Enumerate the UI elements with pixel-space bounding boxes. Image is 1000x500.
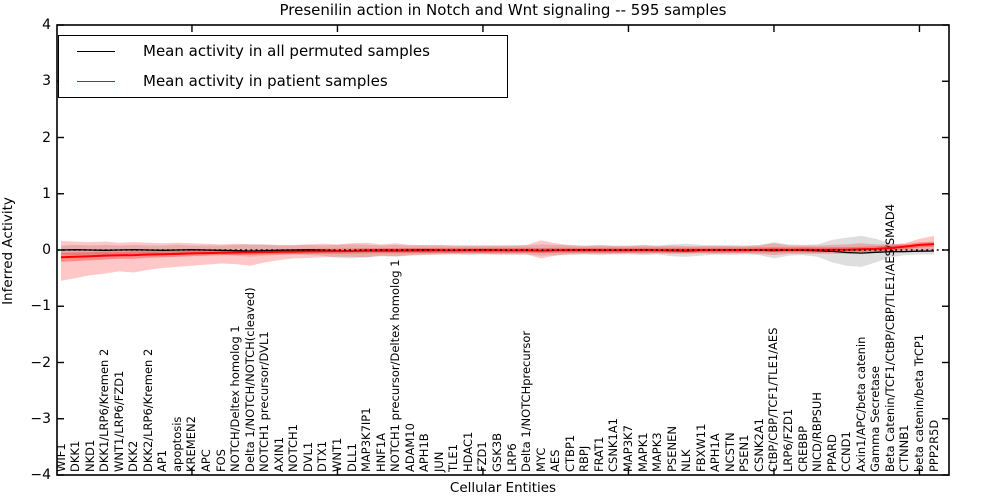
legend-label: Mean activity in patient samples [143, 72, 388, 90]
y-tick-label: −3 [30, 410, 51, 427]
x-axis-label: Cellular Entities [449, 480, 557, 496]
y-tick-label: 3 [42, 73, 51, 90]
patient-line-swatch [77, 80, 115, 82]
y-tick-label: −4 [30, 467, 51, 483]
y-tick-label: −1 [30, 298, 51, 315]
y-tick-label: −2 [30, 354, 51, 371]
y-tick-label: 4 [42, 17, 51, 33]
permuted-line-swatch [77, 50, 115, 52]
legend-label: Mean activity in all permuted samples [143, 42, 430, 60]
y-tick-label: 0 [42, 242, 51, 258]
legend: Mean activity in all permuted samples Me… [58, 35, 508, 98]
legend-item-permuted: Mean activity in all permuted samples [59, 36, 507, 66]
y-tick-label: 2 [42, 129, 51, 146]
legend-item-patient: Mean activity in patient samples [59, 66, 507, 96]
y-tick-label: 1 [42, 185, 51, 202]
chart-title: Presenilin action in Notch and Wnt signa… [279, 1, 727, 19]
